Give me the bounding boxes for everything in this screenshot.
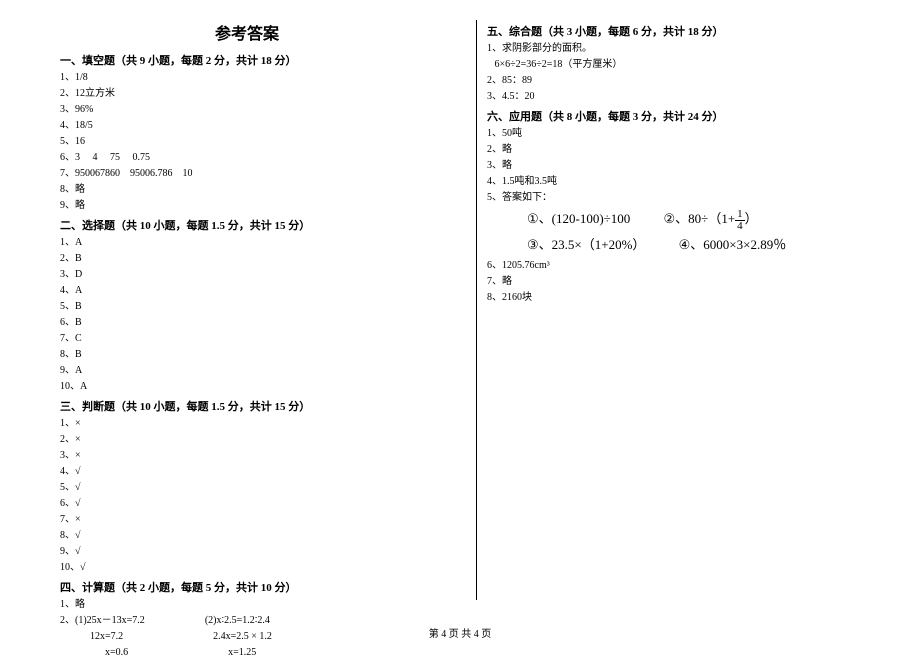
right-column: 五、综合题（共 3 小题，每题 6 分，共计 18 分） 1、求阴影部分的面积。… <box>476 20 860 600</box>
calc-row: x=0.6 x=1.25 <box>60 645 434 661</box>
judge-item: 9、√ <box>60 544 434 560</box>
fraction-num: 1 <box>735 209 745 221</box>
choice-item: 4、A <box>60 283 434 299</box>
fraction-den: 4 <box>735 221 745 232</box>
app-item: 6、1205.76cm³ <box>487 258 860 274</box>
judge-item: 6、√ <box>60 496 434 512</box>
judge-item: 3、× <box>60 448 434 464</box>
comp-item: 3、4.5：20 <box>487 89 860 105</box>
choice-item: 10、A <box>60 379 434 395</box>
section-fill-title: 一、填空题（共 9 小题，每题 2 分，共计 18 分） <box>60 52 434 68</box>
formula-row: ①、(120-100)÷100 ②、80÷（1+14） <box>527 206 860 232</box>
comp-item: 6×6÷2=36÷2=18（平方厘米） <box>487 57 860 73</box>
app-item: 2、略 <box>487 142 860 158</box>
choice-item: 5、B <box>60 299 434 315</box>
fill-item: 3、96% <box>60 102 434 118</box>
app-item: 5、答案如下： <box>487 190 860 206</box>
app-item: 3、略 <box>487 158 860 174</box>
fill-item: 4、18/5 <box>60 118 434 134</box>
judge-item: 7、× <box>60 512 434 528</box>
calc-item: 1、略 <box>60 597 434 613</box>
formula-p4: ④、6000×3×2.89％ <box>679 237 787 252</box>
fill-item: 2、12立方米 <box>60 86 434 102</box>
judge-item: 1、× <box>60 416 434 432</box>
left-column: 参考答案 一、填空题（共 9 小题，每题 2 分，共计 18 分） 1、1/8 … <box>60 20 444 600</box>
judge-item: 8、√ <box>60 528 434 544</box>
choice-item: 9、A <box>60 363 434 379</box>
section-comp-title: 五、综合题（共 3 小题，每题 6 分，共计 18 分） <box>487 23 860 39</box>
fill-item: 1、1/8 <box>60 70 434 86</box>
comp-item: 2、85：89 <box>487 73 860 89</box>
judge-item: 5、√ <box>60 480 434 496</box>
judge-item: 10、√ <box>60 560 434 576</box>
formula-p2-suffix: ） <box>745 211 758 226</box>
page-title: 参考答案 <box>60 20 434 44</box>
choice-item: 7、C <box>60 331 434 347</box>
page-footer: 第 4 页 共 4 页 <box>0 625 920 640</box>
judge-item: 2、× <box>60 432 434 448</box>
app-item: 1、50吨 <box>487 126 860 142</box>
formula-row: ③、23.5×（1+20%） ④、6000×3×2.89％ <box>527 232 860 258</box>
choice-item: 3、D <box>60 267 434 283</box>
section-choice-title: 二、选择题（共 10 小题，每题 1.5 分，共计 15 分） <box>60 217 434 233</box>
choice-item: 1、A <box>60 235 434 251</box>
comp-item: 1、求阴影部分的面积。 <box>487 41 860 57</box>
formula-p2-prefix: ②、80÷（1+ <box>664 211 736 226</box>
section-judge-title: 三、判断题（共 10 小题，每题 1.5 分，共计 15 分） <box>60 398 434 414</box>
formula-p3: ③、23.5×（1+20%） <box>527 237 645 252</box>
fill-item: 6、3 4 75 0.75 <box>60 150 434 166</box>
app-item: 7、略 <box>487 274 860 290</box>
judge-item: 4、√ <box>60 464 434 480</box>
formula-block: ①、(120-100)÷100 ②、80÷（1+14） ③、23.5×（1+20… <box>487 206 860 258</box>
fill-item: 5、16 <box>60 134 434 150</box>
fraction: 14 <box>735 209 745 232</box>
fill-item: 7、950067860 95006.786 10 <box>60 166 434 182</box>
page-container: 参考答案 一、填空题（共 9 小题，每题 2 分，共计 18 分） 1、1/8 … <box>60 20 860 600</box>
fill-item: 9、略 <box>60 198 434 214</box>
choice-item: 8、B <box>60 347 434 363</box>
choice-item: 2、B <box>60 251 434 267</box>
section-app-title: 六、应用题（共 8 小题，每题 3 分，共计 24 分） <box>487 108 860 124</box>
app-item: 4、1.5吨和3.5吨 <box>487 174 860 190</box>
app-item: 8、2160块 <box>487 290 860 306</box>
choice-item: 6、B <box>60 315 434 331</box>
calc-cell: x=0.6 <box>105 647 128 658</box>
calc-cell: x=1.25 <box>228 647 256 658</box>
formula-p1: ①、(120-100)÷100 <box>527 211 630 226</box>
section-calc-title: 四、计算题（共 2 小题，每题 5 分，共计 10 分） <box>60 579 434 595</box>
fill-item: 8、略 <box>60 182 434 198</box>
